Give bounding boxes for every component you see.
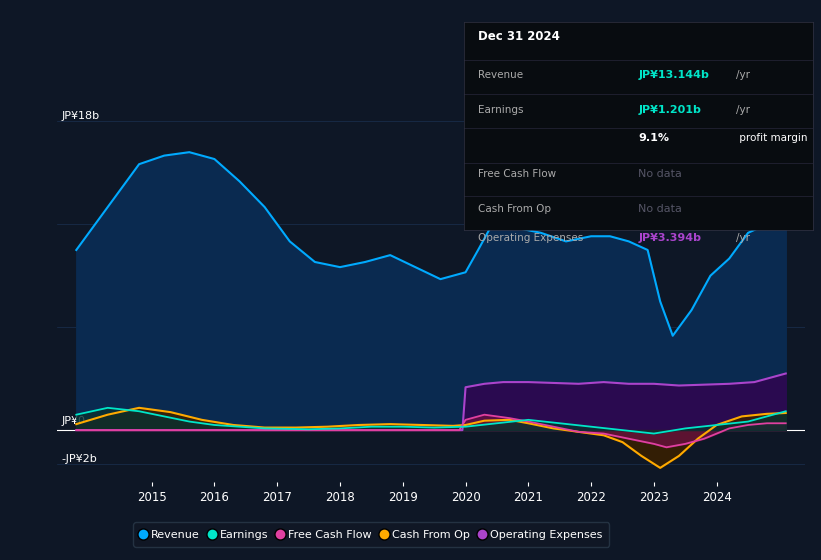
Text: /yr: /yr <box>736 105 750 115</box>
Text: /yr: /yr <box>736 70 750 80</box>
Text: JP¥13.144b: JP¥13.144b <box>639 70 709 80</box>
Text: /yr: /yr <box>736 233 750 243</box>
Text: Operating Expenses: Operating Expenses <box>478 233 583 243</box>
Text: No data: No data <box>639 204 682 214</box>
Text: JP¥18b: JP¥18b <box>62 111 99 122</box>
Text: Revenue: Revenue <box>478 70 523 80</box>
Text: Free Cash Flow: Free Cash Flow <box>478 169 556 179</box>
Text: JP¥1.201b: JP¥1.201b <box>639 105 701 115</box>
Text: 9.1%: 9.1% <box>639 133 669 143</box>
Text: -JP¥2b: -JP¥2b <box>62 455 97 464</box>
Text: Earnings: Earnings <box>478 105 523 115</box>
Text: JP¥3.394b: JP¥3.394b <box>639 233 701 243</box>
Text: JP¥0: JP¥0 <box>62 416 85 426</box>
Text: No data: No data <box>639 169 682 179</box>
Legend: Revenue, Earnings, Free Cash Flow, Cash From Op, Operating Expenses: Revenue, Earnings, Free Cash Flow, Cash … <box>134 522 609 547</box>
Text: profit margin: profit margin <box>736 133 808 143</box>
Text: Dec 31 2024: Dec 31 2024 <box>478 30 560 44</box>
Text: Cash From Op: Cash From Op <box>478 204 551 214</box>
